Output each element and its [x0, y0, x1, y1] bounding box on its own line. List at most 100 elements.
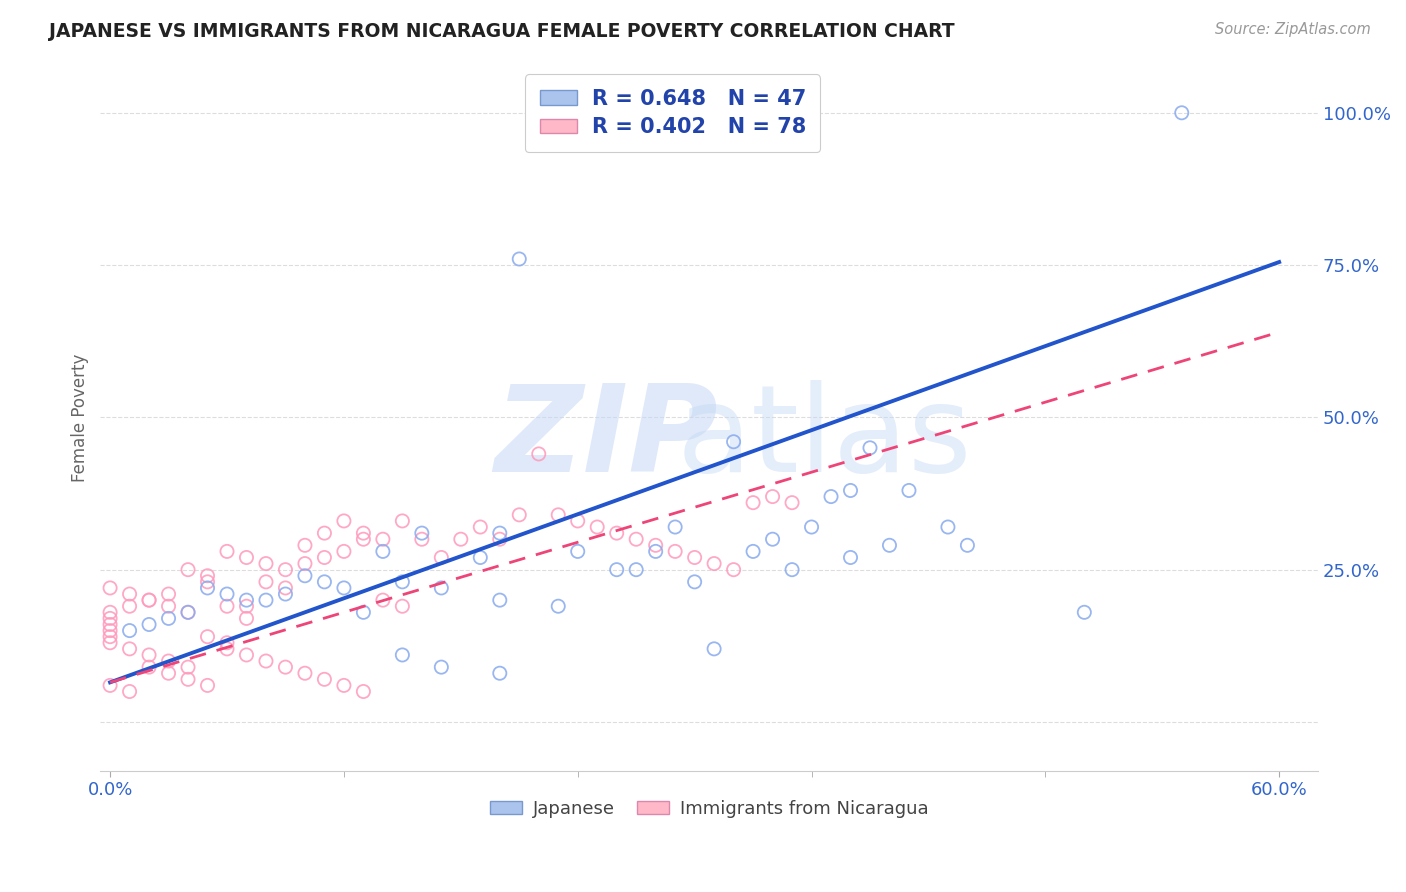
Point [157, 611, 180, 625]
Point [703, 557, 725, 571]
Point [411, 532, 433, 546]
Point [1171, 105, 1194, 120]
Point [780, 563, 803, 577]
Point [235, 599, 257, 614]
Point [820, 490, 842, 504]
Point [780, 496, 803, 510]
Point [235, 550, 257, 565]
Text: Source: ZipAtlas.com: Source: ZipAtlas.com [1215, 22, 1371, 37]
Point [547, 508, 569, 522]
Point [118, 684, 141, 698]
Point [897, 483, 920, 498]
Point [98, 678, 121, 692]
Point [197, 568, 219, 582]
Point [333, 581, 356, 595]
Point [177, 673, 200, 687]
Y-axis label: Female Poverty: Female Poverty [72, 353, 89, 482]
Point [488, 666, 510, 681]
Point [314, 673, 336, 687]
Legend: Japanese, Immigrants from Nicaragua: Japanese, Immigrants from Nicaragua [482, 793, 936, 825]
Point [215, 544, 238, 558]
Point [683, 574, 706, 589]
Point [430, 660, 453, 674]
Point [508, 508, 530, 522]
Point [274, 581, 297, 595]
Point [683, 550, 706, 565]
Point [98, 581, 121, 595]
Point [197, 678, 219, 692]
Point [138, 648, 160, 662]
Point [274, 563, 297, 577]
Text: atlas: atlas [678, 380, 973, 497]
Point [742, 496, 765, 510]
Text: JAPANESE VS IMMIGRANTS FROM NICARAGUA FEMALE POVERTY CORRELATION CHART: JAPANESE VS IMMIGRANTS FROM NICARAGUA FE… [49, 22, 955, 41]
Point [547, 599, 569, 614]
Point [177, 605, 200, 619]
Point [157, 599, 180, 614]
Point [644, 538, 666, 552]
Point [235, 648, 257, 662]
Point [98, 611, 121, 625]
Point [333, 678, 356, 692]
Point [333, 544, 356, 558]
Point [294, 568, 316, 582]
Point [274, 587, 297, 601]
Point [470, 550, 492, 565]
Point [586, 520, 609, 534]
Point [314, 550, 336, 565]
Point [391, 574, 413, 589]
Point [761, 490, 783, 504]
Point [352, 605, 374, 619]
Point [488, 526, 510, 541]
Point [177, 660, 200, 674]
Point [197, 630, 219, 644]
Point [488, 532, 510, 546]
Point [118, 599, 141, 614]
Point [254, 593, 277, 607]
Point [527, 447, 550, 461]
Point [411, 526, 433, 541]
Point [879, 538, 901, 552]
Point [800, 520, 823, 534]
Point [508, 252, 530, 266]
Point [936, 520, 959, 534]
Point [742, 544, 765, 558]
Point [391, 599, 413, 614]
Point [470, 520, 492, 534]
Point [391, 514, 413, 528]
Point [197, 574, 219, 589]
Point [314, 574, 336, 589]
Point [567, 544, 589, 558]
Point [177, 563, 200, 577]
Point [294, 538, 316, 552]
Point [1073, 605, 1095, 619]
Point [624, 532, 647, 546]
Point [215, 641, 238, 656]
Point [371, 532, 394, 546]
Point [98, 636, 121, 650]
Point [235, 593, 257, 607]
Point [118, 641, 141, 656]
Point [723, 563, 745, 577]
Point [664, 544, 686, 558]
Point [157, 666, 180, 681]
Point [235, 611, 257, 625]
Point [118, 624, 141, 638]
Point [138, 593, 160, 607]
Point [294, 557, 316, 571]
Point [177, 605, 200, 619]
Point [333, 514, 356, 528]
Point [488, 593, 510, 607]
Point [430, 581, 453, 595]
Point [98, 617, 121, 632]
Point [215, 587, 238, 601]
Point [138, 593, 160, 607]
Point [352, 526, 374, 541]
Point [197, 581, 219, 595]
Text: ZIP: ZIP [494, 380, 717, 497]
Point [98, 605, 121, 619]
Point [606, 526, 628, 541]
Point [430, 550, 453, 565]
Point [723, 434, 745, 449]
Point [352, 684, 374, 698]
